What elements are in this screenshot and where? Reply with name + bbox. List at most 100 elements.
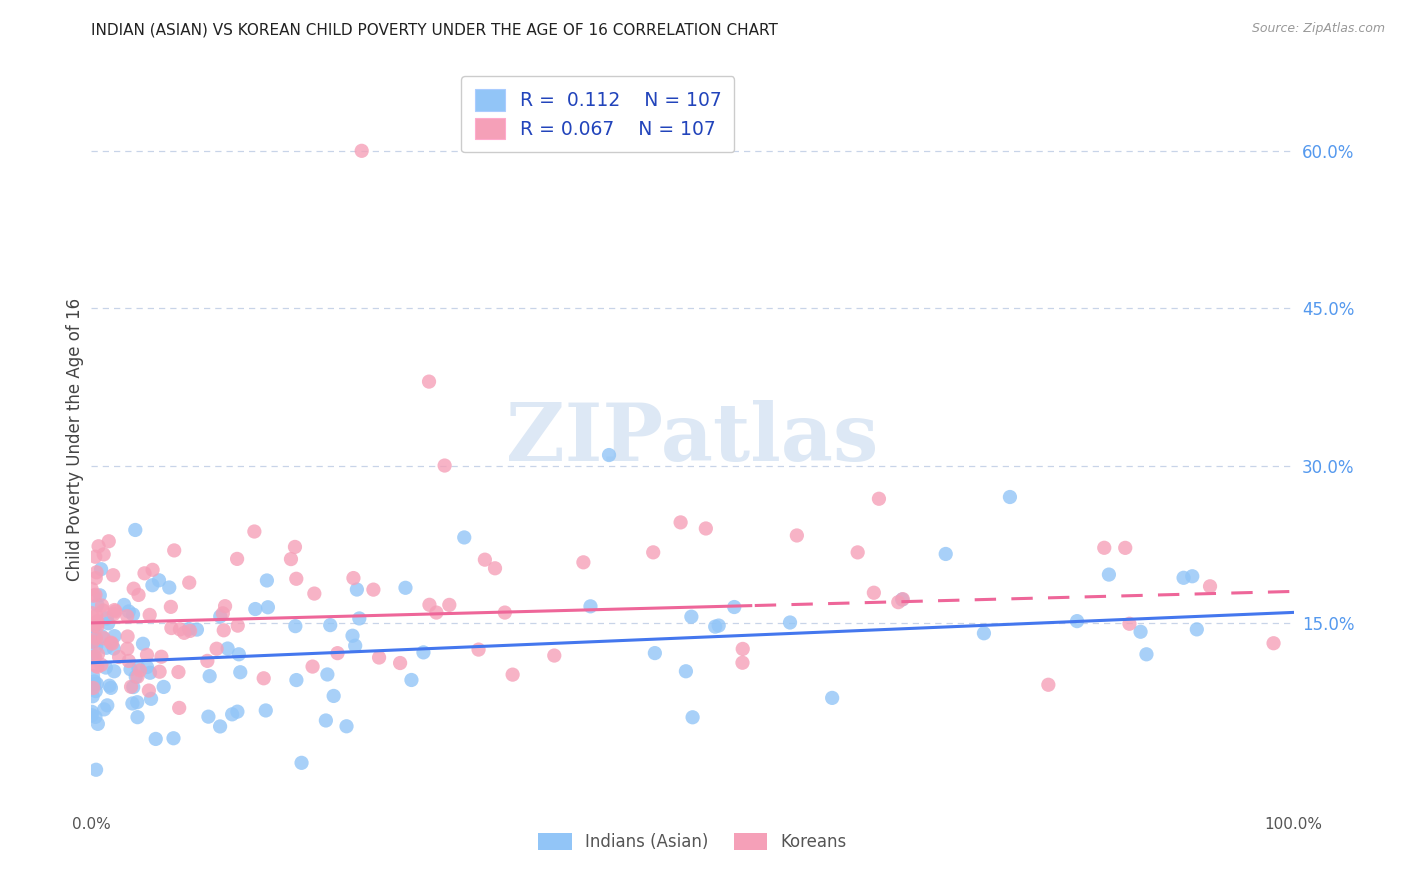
- Point: [433, 458, 456, 473]
- Point: [1066, 614, 1088, 628]
- Point: [93, 632, 115, 646]
- Point: [96, 640, 118, 655]
- Point: [173, 625, 195, 640]
- Point: [368, 650, 391, 665]
- Point: [284, 619, 307, 633]
- Point: [100, 681, 122, 695]
- Text: ZIPatlas: ZIPatlas: [506, 401, 879, 478]
- Point: [1129, 624, 1152, 639]
- Point: [335, 719, 357, 733]
- Point: [211, 607, 233, 621]
- Text: INDIAN (ASIAN) VS KOREAN CHILD POVERTY UNDER THE AGE OF 16 CORRELATION CHART: INDIAN (ASIAN) VS KOREAN CHILD POVERTY U…: [91, 22, 779, 37]
- Point: [120, 680, 142, 694]
- Point: [1114, 541, 1136, 555]
- Point: [731, 642, 754, 657]
- Point: [83, 618, 105, 632]
- Point: [179, 575, 201, 590]
- Point: [84, 588, 107, 602]
- Point: [401, 673, 423, 687]
- Point: [197, 709, 219, 723]
- Point: [87, 539, 110, 553]
- Point: [160, 599, 183, 614]
- Point: [315, 714, 337, 728]
- Point: [97, 534, 120, 549]
- Point: [115, 609, 138, 624]
- Point: [494, 606, 516, 620]
- Point: [86, 660, 108, 674]
- Point: [136, 648, 159, 662]
- Point: [935, 547, 957, 561]
- Point: [122, 680, 145, 694]
- Point: [82, 669, 104, 683]
- Point: [217, 641, 239, 656]
- Point: [1038, 678, 1060, 692]
- Point: [132, 637, 155, 651]
- Point: [90, 657, 112, 672]
- Point: [887, 595, 910, 609]
- Point: [103, 641, 125, 656]
- Point: [103, 607, 125, 621]
- Point: [160, 621, 183, 635]
- Point: [93, 702, 115, 716]
- Point: [103, 603, 125, 617]
- Point: [285, 673, 308, 687]
- Point: [779, 615, 801, 630]
- Point: [682, 710, 704, 724]
- Point: [127, 695, 149, 709]
- Point: [117, 630, 139, 644]
- Point: [103, 665, 125, 679]
- Point: [418, 375, 440, 389]
- Point: [229, 665, 252, 680]
- Point: [122, 607, 145, 622]
- Point: [285, 572, 308, 586]
- Point: [139, 665, 162, 680]
- Point: [96, 611, 118, 625]
- Point: [82, 690, 104, 704]
- Point: [572, 555, 595, 569]
- Point: [84, 649, 107, 664]
- Point: [121, 697, 143, 711]
- Point: [669, 516, 692, 530]
- Point: [94, 660, 117, 674]
- Point: [786, 528, 808, 542]
- Point: [644, 646, 666, 660]
- Point: [179, 624, 201, 638]
- Point: [1181, 569, 1204, 583]
- Point: [723, 600, 745, 615]
- Point: [474, 552, 496, 566]
- Point: [90, 562, 112, 576]
- Point: [108, 650, 131, 665]
- Point: [226, 618, 249, 632]
- Point: [412, 645, 434, 659]
- Point: [86, 616, 108, 631]
- Point: [177, 622, 200, 636]
- Point: [209, 609, 232, 624]
- Point: [84, 684, 107, 698]
- Point: [243, 524, 266, 539]
- Point: [86, 598, 108, 612]
- Point: [86, 614, 108, 628]
- Point: [349, 611, 371, 625]
- Point: [134, 566, 156, 581]
- Point: [319, 618, 342, 632]
- Point: [675, 665, 697, 679]
- Point: [198, 669, 221, 683]
- Point: [118, 654, 141, 668]
- Point: [418, 598, 440, 612]
- Point: [149, 665, 172, 679]
- Point: [84, 571, 107, 585]
- Point: [891, 592, 914, 607]
- Point: [142, 563, 165, 577]
- Point: [83, 630, 105, 644]
- Point: [124, 523, 146, 537]
- Point: [821, 690, 844, 705]
- Point: [138, 683, 160, 698]
- Point: [91, 599, 114, 613]
- Point: [86, 620, 108, 634]
- Point: [209, 719, 232, 733]
- Point: [195, 654, 218, 668]
- Point: [439, 598, 461, 612]
- Point: [97, 616, 120, 631]
- Point: [1135, 648, 1157, 662]
- Point: [389, 656, 412, 670]
